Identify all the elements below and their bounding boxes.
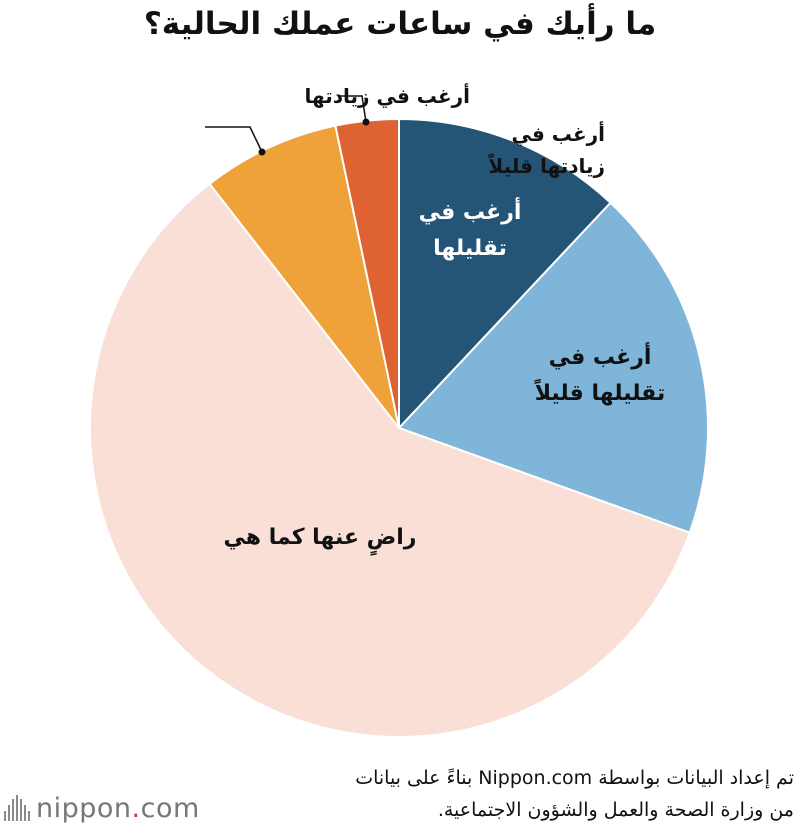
slice-label-line: تقليلها قليلاً [534, 381, 666, 406]
slice-label-1: أرغب في تقليلها [370, 195, 570, 267]
source-line-2: من وزارة الصحة والعمل والشؤون الاجتماعية… [437, 799, 794, 821]
chart-title: ما رأيك في ساعات عملك الحالية؟ [143, 6, 657, 42]
leader-dot-4 [258, 148, 266, 156]
source-note: تم إعداد البيانات بواسطة Nippon.com بناء… [234, 762, 794, 826]
leader-line-5 [340, 95, 367, 123]
logo-bars-icon [4, 795, 30, 821]
slice-label-line: أرغب في [511, 122, 606, 146]
source-line-1: تم إعداد البيانات بواسطة Nippon.com بناء… [355, 767, 794, 789]
slice-label-line: أرغب في [548, 345, 652, 370]
pie-slice-1 [398, 117, 612, 431]
pie-slice-3 [89, 182, 692, 738]
slice-label-line: أرغب في [418, 200, 522, 225]
slice-label-4: أرغب في زيادتها قليلاً [488, 118, 605, 182]
slice-label-line: تقليلها [433, 236, 507, 261]
leader-dot-5 [362, 118, 370, 126]
leader-line-4 [205, 126, 263, 153]
slice-label-3: راضٍ عنها كما هي [160, 520, 480, 556]
pie-slice-4 [208, 124, 400, 429]
slice-label-line: راضٍ عنها كما هي [223, 525, 417, 550]
nippon-logo: nippon.com [4, 790, 200, 826]
slice-label-5: أرغب في زيادتها [305, 80, 470, 112]
pie-slice-2 [397, 201, 709, 534]
logo-text: nippon.com [36, 792, 200, 824]
slice-label-2: أرغب في تقليلها قليلاً [490, 340, 710, 412]
slice-label-line: أرغب في زيادتها [304, 84, 470, 108]
slice-label-line: زيادتها قليلاً [488, 154, 605, 178]
